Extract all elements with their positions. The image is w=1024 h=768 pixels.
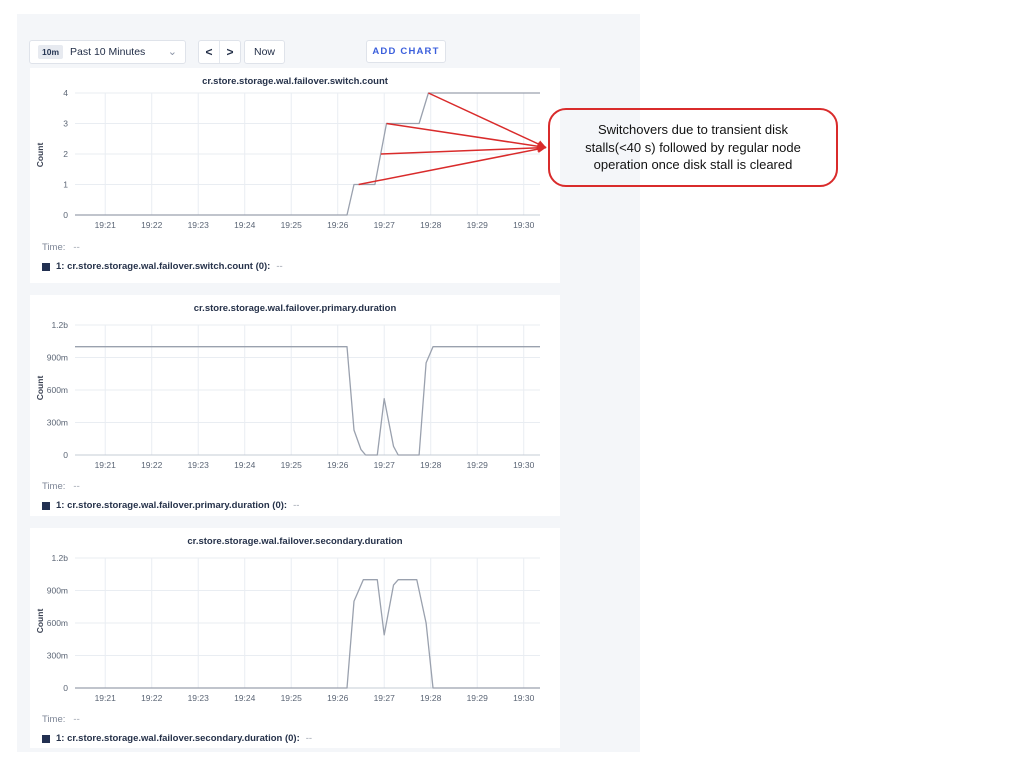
- svg-text:19:27: 19:27: [374, 220, 396, 230]
- svg-text:3: 3: [63, 119, 68, 129]
- svg-text:19:23: 19:23: [188, 693, 210, 703]
- chevron-down-icon: ⌄: [167, 45, 177, 58]
- svg-text:19:21: 19:21: [95, 693, 117, 703]
- svg-text:19:24: 19:24: [234, 693, 256, 703]
- series-value: --: [305, 733, 313, 744]
- time-range-label: Past 10 Minutes: [70, 46, 146, 58]
- svg-text:1: 1: [63, 180, 68, 190]
- svg-text:19:22: 19:22: [141, 693, 163, 703]
- annotation-callout: Switchovers due to transient disk stalls…: [548, 108, 838, 187]
- legend-time-row: Time: --: [42, 242, 548, 253]
- legend-time-row: Time: --: [42, 714, 548, 725]
- svg-text:19:24: 19:24: [234, 460, 256, 470]
- svg-text:19:26: 19:26: [327, 460, 349, 470]
- svg-text:19:27: 19:27: [374, 460, 396, 470]
- annotation-line: Switchovers due to transient disk: [597, 121, 789, 137]
- series-value: --: [276, 261, 283, 272]
- prev-time-button[interactable]: <: [199, 41, 219, 63]
- line-chart[interactable]: 19:21 19:22 19:23 19:24 19:25 19:26 19:27 19:28…: [30, 315, 560, 473]
- svg-text:19:27: 19:27: [374, 693, 396, 703]
- svg-text:1.2b: 1.2b: [51, 320, 68, 330]
- svg-text:2: 2: [63, 149, 68, 159]
- series-label: 1: cr.store.storage.wal.failover.primary…: [56, 500, 288, 511]
- legend-time-value: --: [73, 242, 80, 253]
- now-button[interactable]: Now: [244, 40, 286, 64]
- legend-series-row: 1: cr.store.storage.wal.failover.primary…: [42, 500, 548, 511]
- series-swatch: [42, 501, 50, 510]
- chevron-left-icon: <: [205, 45, 213, 59]
- legend-time-row: Time: --: [42, 481, 548, 492]
- chart-title: cr.store.storage.wal.failover.primary.du…: [193, 303, 397, 314]
- chart-panel-primary-duration: cr.store.storage.wal.failover.primary.du…: [30, 295, 560, 516]
- chart-panel-switch-count: cr.store.storage.wal.failover.switch.cou…: [30, 68, 560, 283]
- chevron-right-icon: >: [226, 45, 234, 59]
- svg-text:0: 0: [63, 210, 68, 220]
- dashboard-content: 10m Past 10 Minutes ⌄ < > Now ADD CHART …: [17, 14, 640, 752]
- chart-title: cr.store.storage.wal.failover.secondary.…: [187, 536, 403, 547]
- svg-text:19:25: 19:25: [281, 693, 303, 703]
- y-axis-label: Count: [35, 142, 45, 168]
- svg-text:300m: 300m: [47, 651, 68, 661]
- svg-text:19:30: 19:30: [513, 693, 535, 703]
- svg-text:4: 4: [63, 88, 68, 98]
- chart-legend: Time: -- 1: cr.store.storage.wal.failove…: [30, 481, 560, 511]
- svg-text:19:25: 19:25: [281, 460, 303, 470]
- legend-time-value: --: [73, 714, 80, 725]
- svg-text:19:24: 19:24: [234, 220, 256, 230]
- legend-time-label: Time:: [42, 481, 66, 492]
- line-chart[interactable]: 19:21 19:22 19:23 19:24 19:25 19:26 19:27 19:28…: [30, 548, 560, 706]
- chart-legend: Time: -- 1: cr.store.storage.wal.failove…: [30, 242, 560, 272]
- legend-time-label: Time:: [42, 242, 66, 253]
- svg-text:19:30: 19:30: [513, 460, 535, 470]
- svg-text:19:26: 19:26: [327, 693, 349, 703]
- svg-text:19:28: 19:28: [420, 460, 442, 470]
- legend-series-row: 1: cr.store.storage.wal.failover.seconda…: [42, 733, 548, 744]
- chart-legend: Time: -- 1: cr.store.storage.wal.failove…: [30, 714, 560, 744]
- svg-text:19:25: 19:25: [281, 220, 303, 230]
- series-label: 1: cr.store.storage.wal.failover.seconda…: [56, 733, 300, 744]
- chart-panel-secondary-duration: cr.store.storage.wal.failover.secondary.…: [30, 528, 560, 748]
- svg-text:19:21: 19:21: [95, 220, 117, 230]
- svg-text:19:28: 19:28: [420, 220, 442, 230]
- svg-text:19:30: 19:30: [513, 220, 535, 230]
- legend-time-value: --: [73, 481, 80, 492]
- y-axis-label: Count: [35, 608, 45, 633]
- svg-text:19:29: 19:29: [467, 220, 489, 230]
- svg-text:900m: 900m: [47, 586, 68, 596]
- svg-text:19:21: 19:21: [95, 460, 117, 470]
- series-value: --: [293, 500, 300, 511]
- annotation-line: operation once disk stall is cleared: [593, 157, 793, 173]
- next-time-button[interactable]: >: [219, 41, 240, 63]
- svg-text:600m: 600m: [47, 618, 68, 628]
- svg-text:19:22: 19:22: [141, 460, 163, 470]
- svg-text:19:26: 19:26: [327, 220, 349, 230]
- time-range-badge: 10m: [38, 45, 64, 59]
- y-axis-label: Count: [35, 375, 45, 400]
- series-swatch: [42, 262, 50, 271]
- svg-text:600m: 600m: [47, 385, 68, 395]
- svg-text:300m: 300m: [47, 418, 68, 428]
- svg-text:19:28: 19:28: [420, 693, 442, 703]
- legend-time-label: Time:: [42, 714, 66, 725]
- line-chart[interactable]: 19:21 19:22 19:23 19:24 19:25 19:26 19:27 19:28…: [30, 88, 560, 234]
- add-chart-button[interactable]: ADD CHART: [366, 40, 446, 63]
- series-label: 1: cr.store.storage.wal.failover.switch.…: [56, 261, 271, 272]
- svg-text:0: 0: [63, 683, 68, 693]
- svg-text:1.2b: 1.2b: [51, 553, 68, 563]
- time-nav-group: < >: [198, 40, 241, 64]
- svg-text:900m: 900m: [47, 353, 68, 363]
- legend-series-row: 1: cr.store.storage.wal.failover.switch.…: [42, 261, 548, 272]
- time-range-dropdown[interactable]: 10m Past 10 Minutes ⌄: [29, 40, 186, 64]
- svg-text:19:23: 19:23: [188, 460, 210, 470]
- svg-text:19:29: 19:29: [467, 693, 489, 703]
- svg-text:19:29: 19:29: [467, 460, 489, 470]
- annotation-line: stalls(<40 s) followed by regular node: [585, 139, 801, 155]
- series-swatch: [42, 734, 50, 743]
- svg-text:0: 0: [63, 450, 68, 460]
- svg-text:19:22: 19:22: [141, 220, 163, 230]
- svg-text:19:23: 19:23: [188, 220, 210, 230]
- chart-title: cr.store.storage.wal.failover.switch.cou…: [202, 76, 388, 87]
